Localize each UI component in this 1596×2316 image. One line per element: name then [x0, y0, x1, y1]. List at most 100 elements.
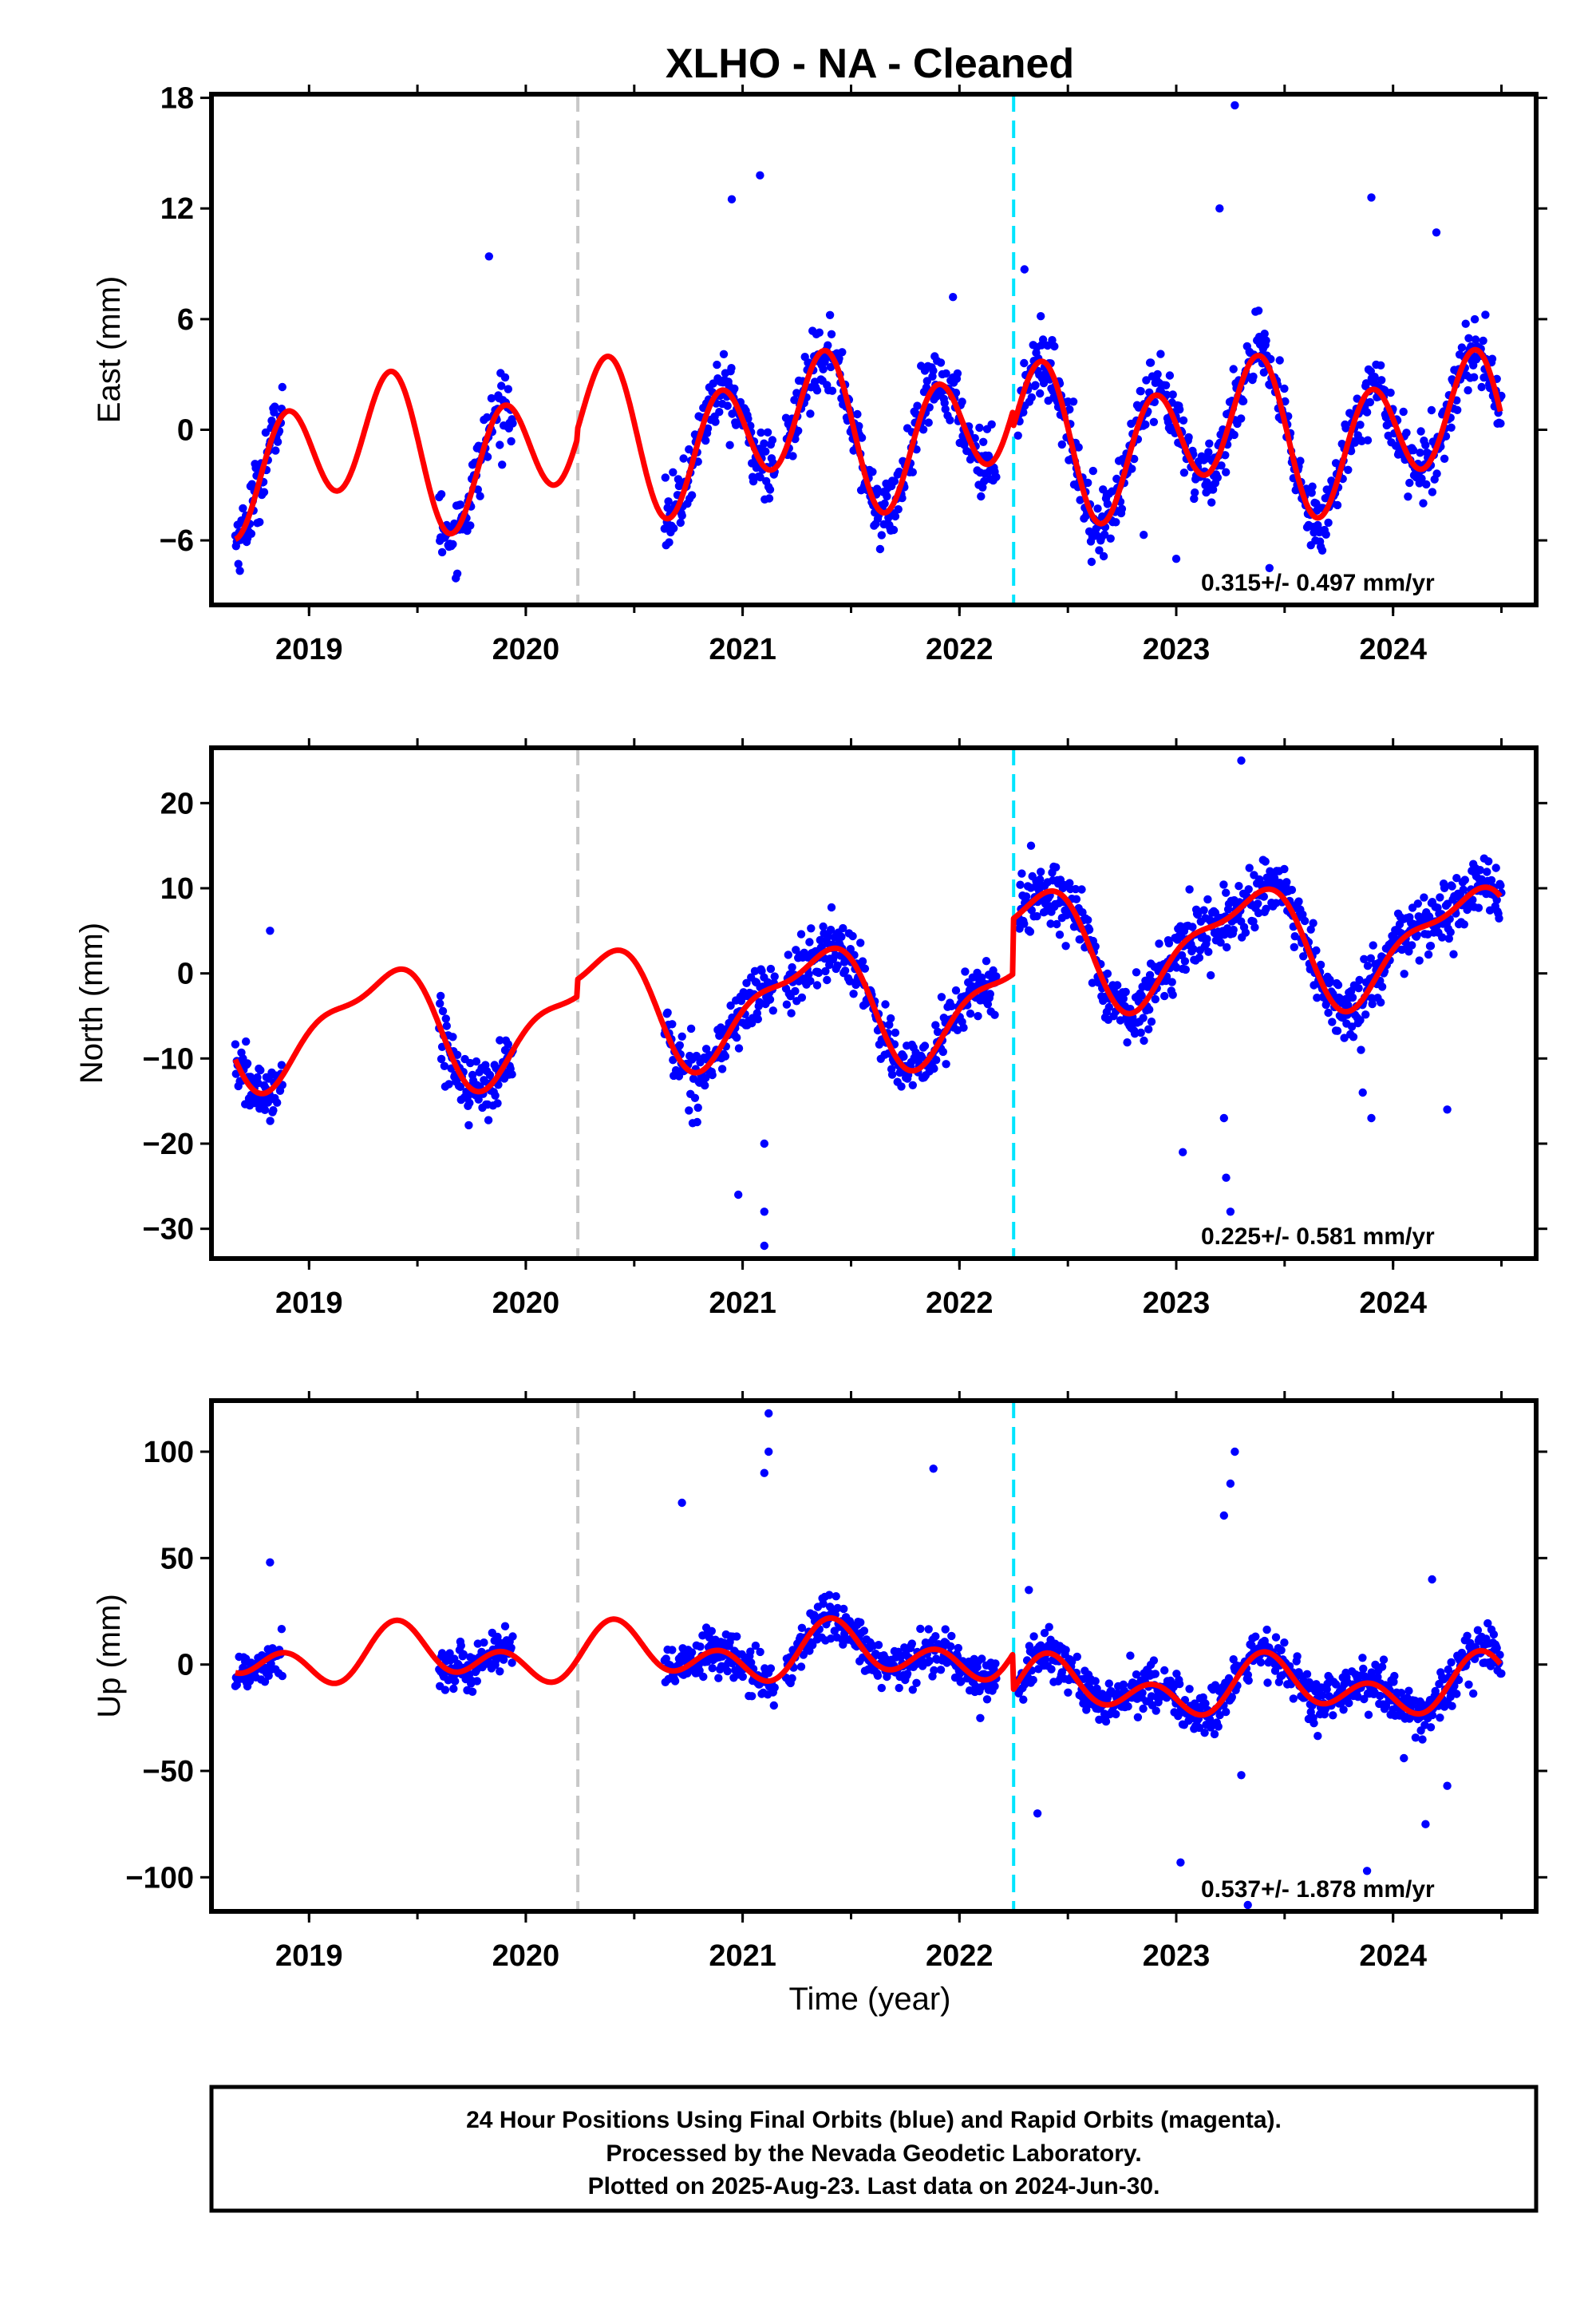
- x-tick-label: 2024: [1359, 1939, 1427, 1973]
- model-curve: [232, 884, 1503, 1097]
- data-point: [1324, 1008, 1333, 1018]
- data-point: [855, 421, 863, 431]
- y-tick-label: −50: [143, 1755, 194, 1788]
- data-point: [925, 1657, 934, 1666]
- data-point: [723, 401, 732, 410]
- data-point: [804, 970, 813, 978]
- data-point: [877, 1683, 887, 1693]
- data-point: [1037, 868, 1045, 876]
- data-point: [1140, 1036, 1148, 1045]
- data-point: [1358, 1654, 1367, 1662]
- data-point: [930, 1666, 938, 1675]
- data-point: [1095, 546, 1104, 555]
- data-point: [678, 511, 686, 520]
- data-point: [707, 1626, 716, 1635]
- data-point: [1355, 975, 1364, 985]
- data-point: [766, 964, 776, 974]
- data-point: [1133, 1713, 1143, 1721]
- y-tick-label: 0: [177, 414, 194, 448]
- data-point: [1329, 1711, 1337, 1720]
- data-point: [261, 428, 271, 437]
- data-point: [1263, 1678, 1272, 1687]
- data-point: [678, 1498, 686, 1508]
- data-point: [797, 993, 807, 1002]
- y-axis-label: East (mm): [92, 276, 127, 423]
- data-point: [770, 1683, 779, 1692]
- data-point: [1013, 431, 1022, 440]
- data-point: [788, 452, 797, 460]
- data-point: [1310, 1719, 1318, 1728]
- data-point: [827, 903, 836, 912]
- data-point: [1222, 888, 1231, 897]
- data-point: [1160, 1666, 1169, 1675]
- data-point: [1145, 1005, 1154, 1014]
- data-point: [1038, 335, 1048, 344]
- data-point: [1306, 925, 1315, 934]
- data-point: [1426, 942, 1436, 951]
- data-point: [1237, 414, 1246, 423]
- data-point: [1219, 1511, 1229, 1520]
- data-point: [1444, 934, 1454, 943]
- data-point: [1265, 563, 1274, 572]
- data-point: [1317, 1691, 1327, 1700]
- east-panel: −6 0 6 12 18 2019 2020 2021 2022 2023 2024 East (mm…: [92, 82, 1547, 666]
- data-point: [823, 975, 832, 985]
- data-point: [794, 426, 803, 435]
- data-point: [748, 1692, 757, 1701]
- data-point: [1408, 446, 1418, 455]
- data-point: [1020, 265, 1029, 274]
- data-point: [726, 1001, 735, 1010]
- data-point: [1309, 919, 1317, 927]
- data-point: [271, 402, 279, 411]
- data-point: [903, 1670, 912, 1678]
- data-point: [1363, 962, 1373, 970]
- data-point: [465, 1098, 474, 1108]
- data-point: [1141, 976, 1150, 986]
- data-point: [1055, 931, 1065, 939]
- data-point: [1237, 756, 1246, 765]
- y-axis-label: North (mm): [74, 923, 109, 1084]
- data-point: [1195, 1723, 1204, 1733]
- rate-label: 0.315+/- 0.497 mm/yr: [1201, 570, 1435, 596]
- data-point: [881, 1000, 890, 1009]
- data-point: [1479, 336, 1487, 346]
- data-point: [819, 365, 828, 373]
- data-point: [713, 360, 721, 370]
- data-point: [839, 1604, 848, 1614]
- data-point: [1139, 1704, 1148, 1713]
- data-point: [1247, 1641, 1256, 1650]
- data-point: [1470, 373, 1479, 381]
- data-point: [1254, 306, 1263, 315]
- data-point: [1341, 424, 1350, 433]
- data-point: [1092, 1684, 1101, 1694]
- data-point: [1226, 1207, 1235, 1216]
- data-point: [1220, 931, 1229, 939]
- data-point: [1185, 885, 1194, 894]
- data-point: [1213, 473, 1223, 482]
- data-point: [1454, 1675, 1464, 1685]
- data-point: [1432, 469, 1441, 478]
- data-point: [487, 393, 496, 403]
- data-point: [1139, 1014, 1148, 1022]
- rate-label: 0.537+/- 1.878 mm/yr: [1201, 1876, 1435, 1903]
- data-point: [1302, 1670, 1312, 1678]
- data-point: [1119, 994, 1128, 1003]
- data-point: [1275, 356, 1284, 365]
- data-point: [1189, 944, 1198, 954]
- data-point: [483, 453, 492, 461]
- data-point: [764, 1447, 773, 1456]
- data-point: [1426, 1723, 1436, 1732]
- data-point: [1057, 440, 1067, 449]
- data-point: [1358, 1088, 1367, 1097]
- data-point: [812, 386, 822, 395]
- data-point: [937, 993, 946, 1002]
- data-point: [920, 1041, 930, 1050]
- data-point: [1340, 1034, 1349, 1042]
- data-point: [1144, 1025, 1153, 1034]
- data-point: [500, 1622, 510, 1630]
- model-curve: [233, 1614, 1503, 1718]
- data-point: [1039, 378, 1049, 388]
- data-point: [1074, 443, 1083, 452]
- data-point: [1344, 465, 1353, 474]
- data-point: [1121, 987, 1130, 997]
